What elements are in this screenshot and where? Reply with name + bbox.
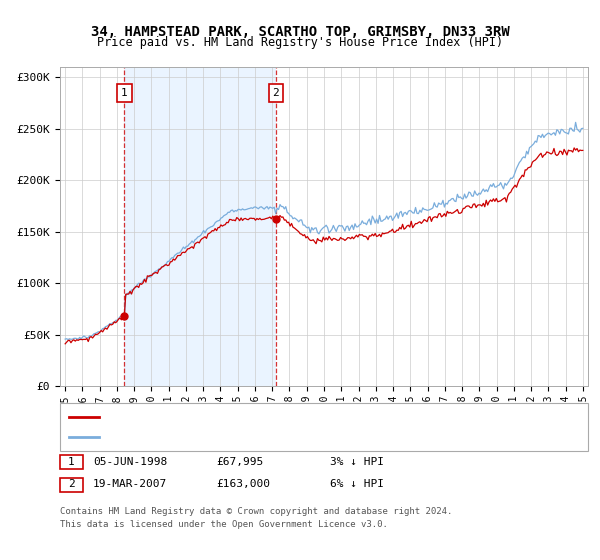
- Text: 34, HAMPSTEAD PARK, SCARTHO TOP, GRIMSBY, DN33 3RW: 34, HAMPSTEAD PARK, SCARTHO TOP, GRIMSBY…: [91, 25, 509, 39]
- Text: HPI: Average price, detached house, North East Lincolnshire: HPI: Average price, detached house, Nort…: [105, 432, 452, 442]
- Text: £67,995: £67,995: [216, 457, 263, 467]
- Text: 1: 1: [68, 457, 75, 467]
- Text: 6% ↓ HPI: 6% ↓ HPI: [330, 479, 384, 489]
- Text: £163,000: £163,000: [216, 479, 270, 489]
- Text: Contains HM Land Registry data © Crown copyright and database right 2024.: Contains HM Land Registry data © Crown c…: [60, 507, 452, 516]
- Text: 19-MAR-2007: 19-MAR-2007: [93, 479, 167, 489]
- Text: 05-JUN-1998: 05-JUN-1998: [93, 457, 167, 467]
- Text: 34, HAMPSTEAD PARK, SCARTHO TOP, GRIMSBY, DN33 3RW (detached house): 34, HAMPSTEAD PARK, SCARTHO TOP, GRIMSBY…: [105, 412, 499, 422]
- Text: 2: 2: [68, 479, 75, 489]
- Bar: [124, 67, 276, 386]
- Text: 3% ↓ HPI: 3% ↓ HPI: [330, 457, 384, 467]
- Text: 2: 2: [272, 88, 279, 98]
- Text: Price paid vs. HM Land Registry's House Price Index (HPI): Price paid vs. HM Land Registry's House …: [97, 36, 503, 49]
- Text: 1: 1: [121, 88, 128, 98]
- Text: This data is licensed under the Open Government Licence v3.0.: This data is licensed under the Open Gov…: [60, 520, 388, 529]
